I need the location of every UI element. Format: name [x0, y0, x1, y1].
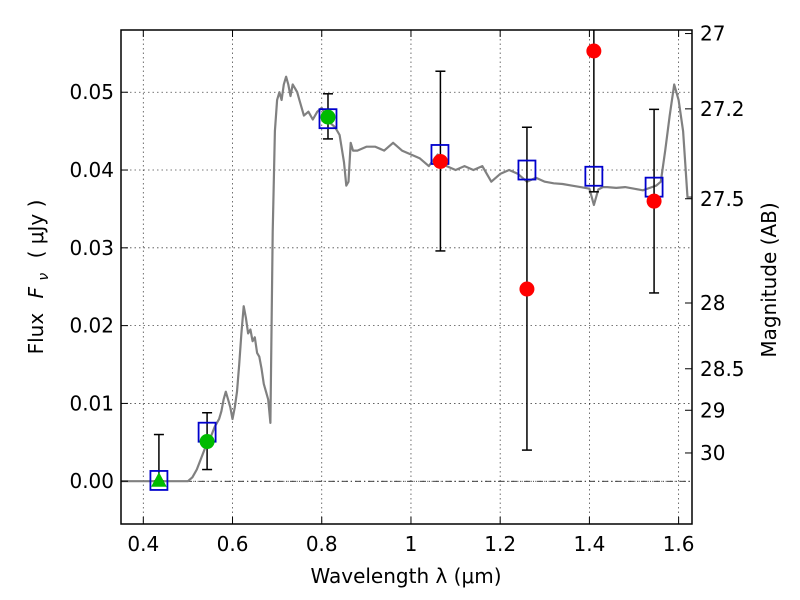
y-axis-label-symbol: F — [24, 286, 48, 298]
red-circle-marker — [432, 153, 448, 169]
green-triangle-marker — [151, 472, 167, 487]
y-tick-label: 0.03 — [69, 236, 114, 260]
plot-frame — [120, 29, 693, 525]
y-tick-label: 0.02 — [69, 314, 114, 338]
red-circle-marker — [519, 281, 535, 297]
y2-tick-label: 30 — [700, 441, 725, 465]
model-band-square — [318, 108, 338, 130]
y2-tick-label: 27 — [700, 22, 725, 46]
green-circle-marker — [199, 434, 215, 450]
y-tick-label: 0.04 — [69, 158, 114, 182]
sed-model-layer — [121, 75, 692, 483]
y2-tick-label: 29 — [700, 398, 725, 422]
y2-tick-label: 28 — [700, 291, 725, 315]
x-tick-label: 1 — [405, 532, 418, 556]
x-tick-label: 0.4 — [127, 532, 159, 556]
x-tick-label: 1.4 — [573, 532, 605, 556]
model-band-square — [149, 470, 169, 491]
y2-tick-label: 27.2 — [700, 97, 745, 121]
model-band-square — [517, 159, 537, 181]
y2-axis-label: Magnitude (AB) — [757, 202, 781, 357]
x-tick-label: 1.6 — [663, 532, 695, 556]
y-axis-label: Flux F ν ( μJy ) — [24, 200, 53, 355]
y-axis-label-prefix: Flux — [24, 313, 48, 355]
y-tick-label: 0.05 — [69, 80, 114, 104]
y-tick-label: 0.01 — [69, 391, 114, 415]
y-tick-label: 0.00 — [69, 469, 114, 493]
x-tick-label: 0.8 — [306, 532, 338, 556]
y2-tick-label: 27.5 — [700, 187, 745, 211]
x-tick-label: 1.2 — [484, 532, 516, 556]
model-band-square — [584, 165, 604, 187]
y-axis-label-subscript: ν — [36, 273, 52, 281]
y-axis-label-unit: ( μJy ) — [24, 200, 48, 259]
markers-layer — [149, 43, 664, 491]
x-tick-label: 0.6 — [217, 532, 249, 556]
sed-model-curve — [121, 75, 692, 483]
y2-tick-label: 28.5 — [700, 357, 745, 381]
green-circle-marker — [320, 109, 336, 125]
red-circle-marker — [586, 43, 602, 59]
red-circle-marker — [646, 193, 662, 209]
x-axis-label: Wavelength λ (μm) — [310, 564, 501, 588]
ticks-layer: 0.4 0.6 0.8 1 1.2 1.4 1.6 0.00 0.01 0.02 0.03 0.04 0… — [69, 22, 744, 556]
